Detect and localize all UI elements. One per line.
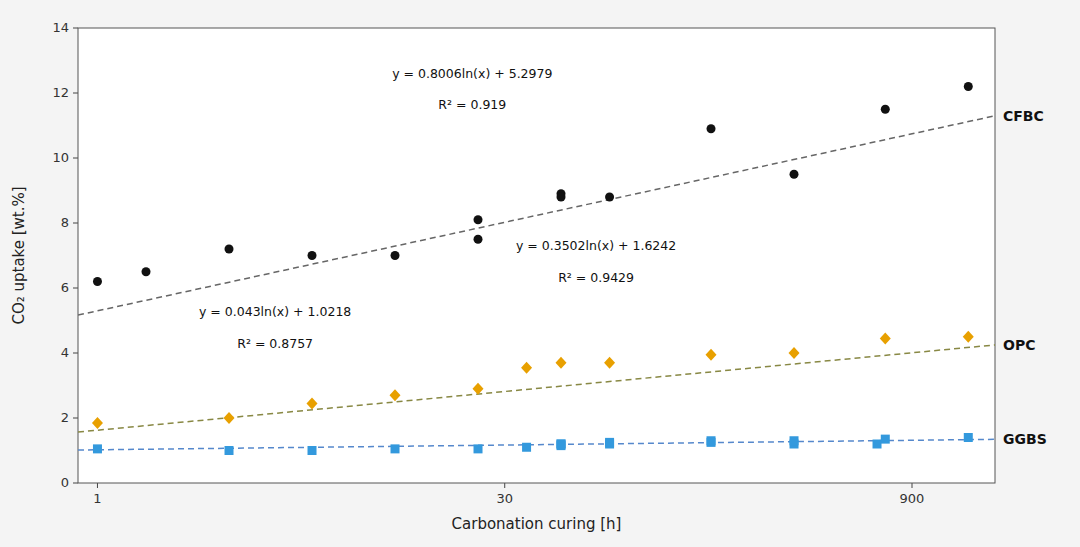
y-tick bbox=[73, 93, 78, 94]
x-tick-label: 30 bbox=[496, 491, 513, 506]
point bbox=[964, 433, 973, 442]
y-tick bbox=[73, 418, 78, 419]
point bbox=[964, 82, 973, 91]
point bbox=[307, 397, 318, 409]
x-tick bbox=[97, 483, 98, 488]
y-tick bbox=[73, 353, 78, 354]
y-tick-label: 0 bbox=[61, 475, 69, 490]
annotation: R² = 0.8757 bbox=[237, 336, 313, 351]
point bbox=[224, 412, 235, 424]
x-tick-label: 1 bbox=[93, 491, 101, 506]
point bbox=[605, 193, 614, 202]
y-tick-label: 6 bbox=[61, 280, 69, 295]
point bbox=[790, 436, 799, 445]
chart: 0 2 4 6 8 10 12 14 1 30 900 Carbonation curing [h] C… bbox=[0, 0, 1080, 547]
series-points bbox=[93, 82, 973, 286]
series-label: CFBC bbox=[1003, 108, 1044, 124]
x-tick bbox=[912, 483, 913, 488]
point bbox=[789, 347, 800, 359]
point bbox=[604, 357, 615, 369]
plot-area bbox=[78, 28, 995, 483]
annotation: y = 0.8006ln(x) + 5.2979 bbox=[392, 66, 552, 81]
point bbox=[474, 235, 483, 244]
series-label: OPC bbox=[1003, 337, 1035, 353]
series-label: GGBS bbox=[1003, 431, 1047, 447]
point bbox=[142, 267, 151, 276]
point bbox=[308, 251, 317, 260]
point bbox=[873, 440, 882, 449]
series-points bbox=[92, 331, 974, 429]
point bbox=[881, 435, 890, 444]
point bbox=[225, 245, 234, 254]
y-axis-label: CO₂ uptake [wt.%] bbox=[10, 186, 28, 324]
x-tick-label: 900 bbox=[900, 491, 925, 506]
y-tick-label: 12 bbox=[52, 85, 69, 100]
point bbox=[522, 443, 531, 452]
point bbox=[880, 332, 891, 344]
fit-line bbox=[78, 439, 995, 450]
point bbox=[93, 277, 102, 286]
y-tick bbox=[73, 288, 78, 289]
annotation: R² = 0.9429 bbox=[558, 270, 634, 285]
point bbox=[308, 446, 317, 455]
axes: 0 2 4 6 8 10 12 14 1 30 900 bbox=[52, 20, 995, 506]
y-tick-label: 10 bbox=[52, 150, 69, 165]
y-tick-label: 14 bbox=[52, 20, 69, 35]
fit-line bbox=[78, 345, 995, 432]
y-tick-label: 4 bbox=[61, 345, 69, 360]
y-tick-label: 8 bbox=[61, 215, 69, 230]
annotation: y = 0.3502ln(x) + 1.6242 bbox=[516, 238, 676, 253]
point bbox=[556, 357, 567, 369]
point bbox=[707, 124, 716, 133]
y-tick-label: 2 bbox=[61, 410, 69, 425]
point bbox=[521, 362, 532, 374]
point bbox=[391, 251, 400, 260]
y-tick bbox=[73, 28, 78, 29]
y-tick bbox=[73, 158, 78, 159]
point bbox=[391, 444, 400, 453]
x-axis-label: Carbonation curing [h] bbox=[452, 515, 622, 533]
point bbox=[225, 446, 234, 455]
point bbox=[605, 438, 614, 447]
point bbox=[790, 170, 799, 179]
point bbox=[473, 383, 484, 395]
point bbox=[557, 440, 566, 449]
point bbox=[881, 105, 890, 114]
x-tick bbox=[504, 483, 505, 488]
y-tick bbox=[73, 483, 78, 484]
plot-frame bbox=[78, 28, 995, 483]
point bbox=[557, 193, 566, 202]
annotation: y = 0.043ln(x) + 1.0218 bbox=[199, 304, 351, 319]
point bbox=[93, 444, 102, 453]
point bbox=[390, 389, 401, 401]
point bbox=[474, 215, 483, 224]
fit-line bbox=[78, 116, 995, 315]
marks bbox=[78, 82, 995, 455]
y-tick bbox=[73, 223, 78, 224]
point bbox=[557, 440, 566, 449]
point bbox=[707, 436, 716, 445]
point bbox=[963, 331, 974, 343]
point bbox=[706, 349, 717, 361]
point bbox=[474, 444, 483, 453]
annotation: R² = 0.919 bbox=[438, 97, 506, 112]
background bbox=[0, 0, 1080, 547]
point bbox=[92, 417, 103, 429]
series-points bbox=[93, 433, 973, 455]
